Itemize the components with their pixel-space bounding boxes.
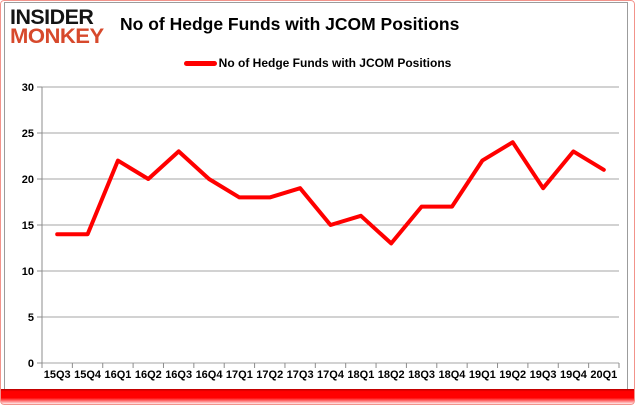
y-tick-label: 5	[28, 312, 34, 324]
x-tick-label: 18Q3	[408, 369, 435, 381]
axis-group: 0 5 10 15 20 25 30 15Q3 15Q4 16Q1 16Q2 16Q3 16Q4 17Q1…	[22, 82, 620, 381]
x-tick-label: 20Q1	[590, 369, 617, 381]
logo-insider-text: INSIDER	[10, 6, 94, 29]
grid-group	[42, 86, 619, 364]
series-group	[55, 140, 606, 246]
x-tick-label: 16Q3	[165, 369, 192, 381]
x-tick-label: 19Q4	[560, 369, 588, 381]
x-tick-label: 17Q3	[287, 369, 314, 381]
legend-line-swatch	[183, 60, 217, 66]
x-tick-label: 18Q4	[439, 369, 467, 381]
y-tick-label: 10	[22, 266, 34, 278]
x-tick-label: 19Q2	[499, 369, 526, 381]
y-tick-label: 0	[28, 358, 34, 370]
x-tick-label: 17Q1	[226, 369, 253, 381]
x-tick-label: 16Q4	[196, 369, 224, 381]
header: INSIDER MONKEY No of Hedge Funds with JC…	[10, 6, 460, 48]
y-tick-label: 20	[22, 174, 34, 186]
y-tick-label: 25	[22, 128, 34, 140]
legend-label: No of Hedge Funds with JCOM Positions	[218, 56, 452, 70]
chart-title: No of Hedge Funds with JCOM Positions	[120, 14, 460, 34]
x-tick-label: 16Q2	[135, 369, 162, 381]
y-tick-label: 30	[22, 82, 34, 94]
insider-monkey-logo: INSIDER MONKEY	[10, 6, 118, 48]
bottom-red-bar	[1, 389, 634, 405]
x-tick-label: 18Q1	[347, 369, 374, 381]
x-tick-label: 17Q4	[317, 369, 345, 381]
series-line	[55, 140, 606, 246]
x-tick-label: 19Q1	[469, 369, 496, 381]
x-tick-label: 19Q3	[530, 369, 557, 381]
x-tick-label: 15Q4	[74, 369, 102, 381]
chart-border-frame	[4, 2, 628, 390]
legend: No of Hedge Funds with JCOM Positions	[0, 56, 635, 70]
x-tick-label: 17Q2	[256, 369, 283, 381]
x-tick-label: 18Q2	[378, 369, 405, 381]
logo-monkey-text: MONKEY	[10, 25, 104, 49]
x-tick-label: 16Q1	[104, 369, 131, 381]
y-tick-label: 15	[22, 220, 34, 232]
x-tick-label: 15Q3	[44, 369, 71, 381]
